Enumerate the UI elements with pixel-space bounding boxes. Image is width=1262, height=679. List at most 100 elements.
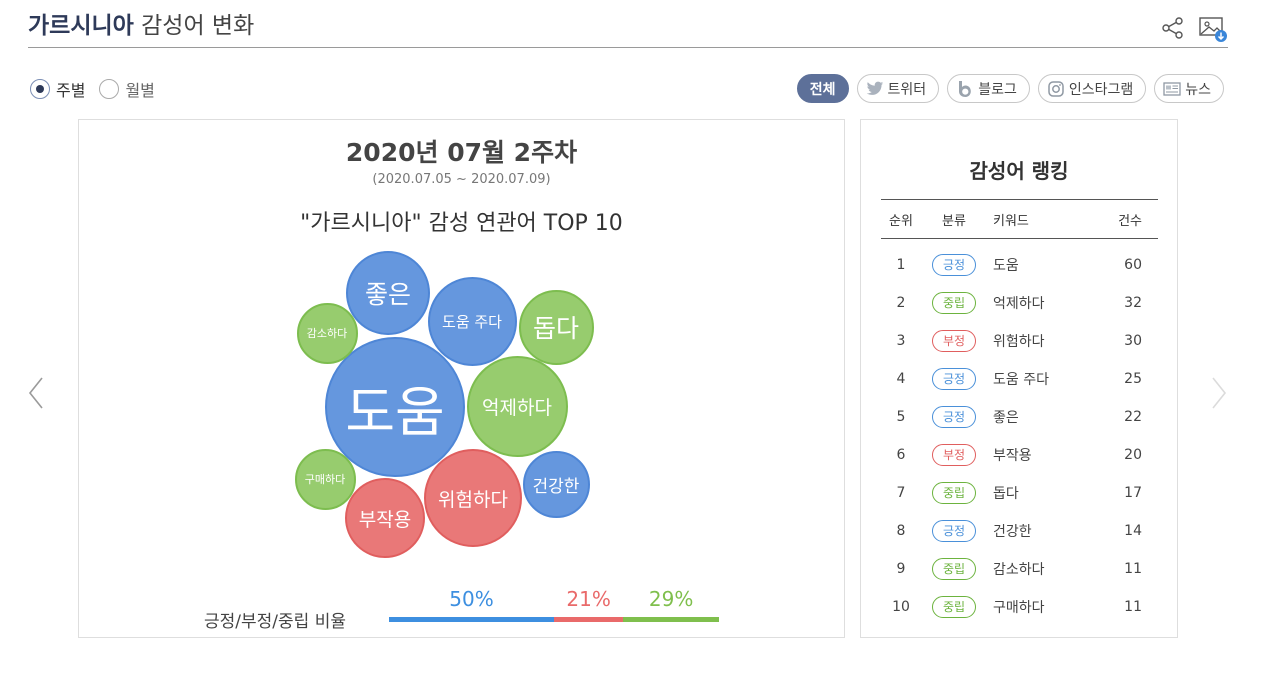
period-weekly-radio[interactable]: 주별 xyxy=(30,77,85,101)
category-badge: 중립 xyxy=(932,558,976,580)
keyword-cell: 위험하다 xyxy=(993,334,1045,350)
ranking-panel: 감성어 랭킹 순위 분류 키워드 건수 1 긍정 도움 60 2 중립 억제하다 32 3 부정 위… xyxy=(860,119,1178,638)
bubble-8[interactable]: 건강한 xyxy=(522,450,590,518)
twitter-icon xyxy=(866,80,884,98)
rank-number: 1 xyxy=(896,257,906,273)
ratio-percent: 50% xyxy=(449,587,494,611)
ratio-percent: 21% xyxy=(566,587,611,611)
category-badge: 부정 xyxy=(932,444,976,466)
bubble-3[interactable]: 위험하다 xyxy=(424,449,522,547)
category-cell: 중립 xyxy=(921,558,987,580)
filter-news-button[interactable]: 뉴스 xyxy=(1154,74,1224,103)
header-count: 건수 xyxy=(1118,213,1142,229)
rank-number: 5 xyxy=(896,409,906,425)
filter-instagram-button[interactable]: 인스타그램 xyxy=(1037,74,1147,103)
ranking-table: 순위 분류 키워드 건수 1 긍정 도움 60 2 중립 억제하다 32 3 부정 위험하다 30 4 긍… xyxy=(881,199,1158,626)
period-radio-group: 주별 월별 xyxy=(30,77,155,101)
category-badge: 긍정 xyxy=(932,520,976,542)
category-badge: 긍정 xyxy=(932,368,976,390)
keyword-cell: 부작용 xyxy=(993,448,1032,464)
table-row: 4 긍정 도움 주다 25 xyxy=(881,360,1158,398)
ranking-rows: 1 긍정 도움 60 2 중립 억제하다 32 3 부정 위험하다 30 4 긍정 도움 주다 25 5 긍정 좋은… xyxy=(881,239,1158,626)
blog-icon xyxy=(956,80,974,98)
category-cell: 중립 xyxy=(921,482,987,504)
filter-blog-label: 블로그 xyxy=(978,81,1017,98)
next-arrow-icon[interactable] xyxy=(1210,376,1228,410)
ratio-percent: 29% xyxy=(648,587,694,611)
bubble-1[interactable]: 도움 xyxy=(325,337,465,477)
sentiment-chart-panel: 2020년 07월 2주차 (2020.07.05 ~ 2020.07.09) … xyxy=(78,119,845,638)
bubble-6[interactable]: 부작용 xyxy=(345,478,425,558)
keyword-cell: 좋은 xyxy=(993,410,1019,426)
category-badge: 중립 xyxy=(932,596,976,618)
table-row: 9 중립 감소하다 11 xyxy=(881,550,1158,588)
table-row: 8 긍정 건강한 14 xyxy=(881,512,1158,550)
header-tools xyxy=(1160,15,1227,42)
header-keyword: 키워드 xyxy=(993,213,1029,229)
header-rank: 순위 xyxy=(889,213,913,229)
bubble-9[interactable]: 감소하다 xyxy=(296,302,358,364)
keyword-cell: 도움 xyxy=(993,258,1019,274)
bubble-4[interactable]: 도움 주다 xyxy=(427,276,517,366)
rank-number: 10 xyxy=(892,599,910,615)
title-suffix: 감성어 변화 xyxy=(133,13,255,39)
page-title: 가르시니아 감성어 변화 xyxy=(28,6,254,40)
count-cell: 20 xyxy=(1124,447,1142,463)
period-monthly-label: 월별 xyxy=(125,81,155,100)
category-badge: 부정 xyxy=(932,330,976,352)
keyword-cell: 건강한 xyxy=(993,524,1032,540)
category-cell: 긍정 xyxy=(921,520,987,542)
rank-number: 7 xyxy=(896,485,906,501)
ranking-header-row: 순위 분류 키워드 건수 xyxy=(881,199,1158,239)
radio-unchecked-indicator[interactable] xyxy=(99,79,120,99)
count-cell: 22 xyxy=(1124,409,1142,425)
ratio-segment: 21% xyxy=(554,587,624,622)
count-cell: 25 xyxy=(1124,371,1142,387)
filter-all-button[interactable]: 전체 xyxy=(796,74,849,103)
category-badge: 중립 xyxy=(932,482,976,504)
category-cell: 긍정 xyxy=(921,406,987,428)
bubble-2[interactable]: 억제하다 xyxy=(466,355,568,457)
rank-number: 9 xyxy=(896,561,906,577)
image-download-icon[interactable] xyxy=(1198,15,1227,42)
share-icon[interactable] xyxy=(1160,15,1186,41)
bubble-7[interactable]: 돕다 xyxy=(518,289,594,365)
period-monthly-radio[interactable]: 월별 xyxy=(99,77,155,101)
keyword-cell: 감소하다 xyxy=(993,562,1045,578)
keyword-cell: 돕다 xyxy=(993,486,1019,502)
sentiment-ratio-bar: 50% 21% 29% xyxy=(389,587,719,622)
count-cell: 14 xyxy=(1124,523,1142,539)
page-header: 가르시니아 감성어 변화 xyxy=(28,0,1228,48)
news-icon xyxy=(1163,80,1181,98)
filter-all-label: 전체 xyxy=(809,81,836,98)
filter-news-label: 뉴스 xyxy=(1185,81,1211,98)
ratio-segment: 29% xyxy=(623,587,719,622)
table-row: 7 중립 돕다 17 xyxy=(881,474,1158,512)
table-row: 10 중립 구매하다 11 xyxy=(881,588,1158,626)
keyword-cell: 구매하다 xyxy=(993,600,1045,616)
category-cell: 긍정 xyxy=(921,368,987,390)
count-cell: 60 xyxy=(1124,257,1142,273)
rank-number: 4 xyxy=(896,371,906,387)
bubble-10[interactable]: 구매하다 xyxy=(294,448,356,510)
count-cell: 32 xyxy=(1124,295,1142,311)
category-cell: 중립 xyxy=(921,596,987,618)
filter-blog-button[interactable]: 블로그 xyxy=(947,74,1030,103)
rank-number: 3 xyxy=(896,333,906,349)
prev-arrow-icon[interactable] xyxy=(27,376,45,410)
radio-checked-indicator[interactable] xyxy=(30,79,50,99)
rank-number: 6 xyxy=(896,447,906,463)
ranking-title: 감성어 랭킹 xyxy=(969,159,1069,183)
chart-title: "가르시니아" 감성 연관어 TOP 10 xyxy=(300,211,623,236)
rank-number: 8 xyxy=(896,523,906,539)
category-badge: 긍정 xyxy=(932,254,976,276)
filter-twitter-button[interactable]: 트위터 xyxy=(856,74,940,103)
bubble-5[interactable]: 좋은 xyxy=(346,251,430,335)
ratio-segment: 50% xyxy=(389,587,554,622)
count-cell: 11 xyxy=(1124,599,1142,615)
category-badge: 긍정 xyxy=(932,406,976,428)
week-title: 2020년 07월 2주차 xyxy=(345,138,578,167)
keyword-cell: 도움 주다 xyxy=(993,372,1049,388)
table-row: 2 중립 억제하다 32 xyxy=(881,284,1158,322)
header-category: 분류 xyxy=(942,213,966,229)
